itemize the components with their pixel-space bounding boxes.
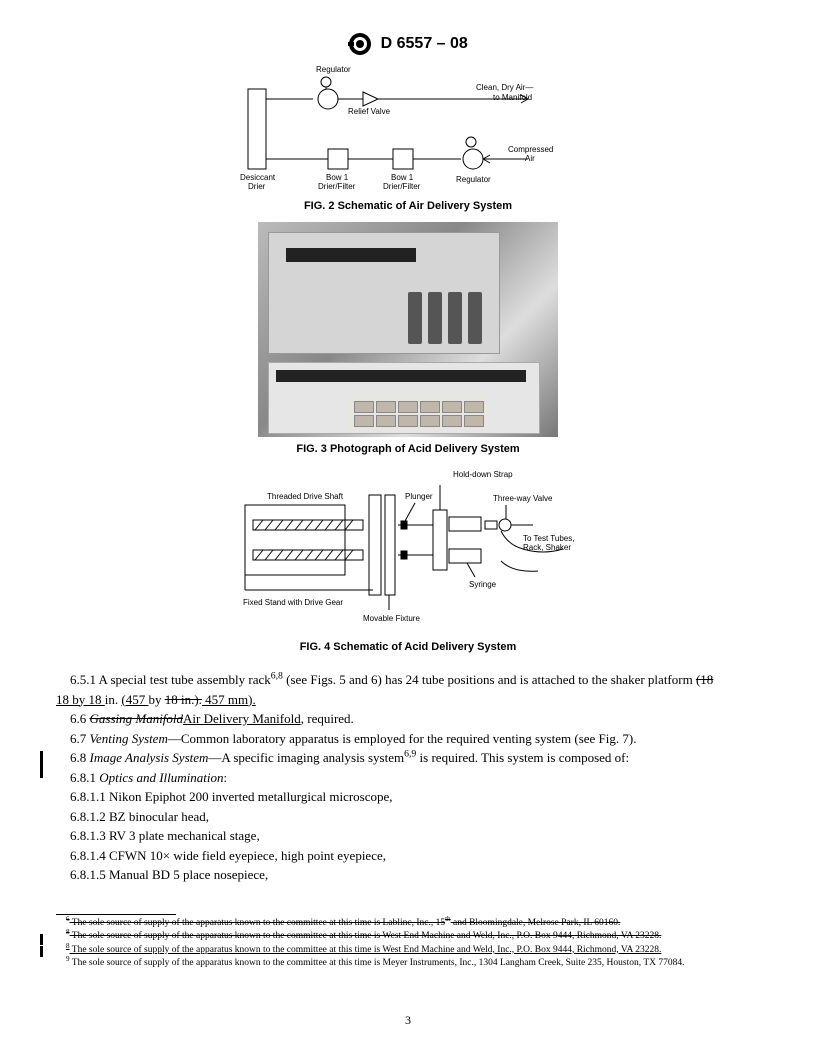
sup: 6,9 — [404, 749, 416, 760]
fig4-caption: FIG. 4 Schematic of Acid Delivery System — [0, 641, 816, 653]
label-drierfilter-a: Drier/Filter — [318, 182, 356, 191]
label-to-manifold: to Manifold — [493, 93, 532, 102]
acid-delivery-schematic-icon: Hold-down Strap Threaded Drive Shaft Plu… — [223, 465, 593, 635]
para-6.8.1: 6.8.1 Optics and Illumination: — [56, 769, 760, 787]
t: 6.7 — [70, 731, 90, 746]
em: Optics and Illumination — [99, 770, 223, 785]
t: The sole source of supply of the apparat… — [70, 945, 662, 955]
t: in. — [105, 692, 122, 707]
t: 457 mm). — [202, 692, 256, 707]
footnote-rule — [56, 914, 176, 915]
changebar-1 — [40, 751, 43, 778]
label-syringe: Syringe — [469, 580, 497, 589]
footnote-9: 9 The sole source of supply of the appar… — [56, 957, 760, 969]
t: and Bloomingdale, Melrose Park, IL 60160… — [451, 918, 621, 928]
air-delivery-schematic-icon: Regulator Relief Valve Clean, Dry Air— t… — [228, 64, 588, 194]
t: The sole source of supply of the apparat… — [70, 918, 446, 928]
strike: Gassing Manifold — [90, 711, 184, 726]
para-6.5.1: 6.5.1 A special test tube assembly rack6… — [56, 671, 760, 689]
label-desiccant: Desiccant — [240, 173, 276, 182]
changebar-3 — [40, 946, 43, 957]
label-drier: Drier — [248, 182, 266, 191]
label-bow1b: Bow 1 — [391, 173, 414, 182]
t: 6.8.1 — [70, 770, 99, 785]
em: Venting System — [90, 731, 168, 746]
astm-logo-icon — [348, 32, 372, 56]
label-threeway: Three-way Valve — [493, 494, 553, 503]
label-movable: Movable Fixture — [363, 614, 420, 623]
footnote-6: 6 The sole source of supply of the appar… — [56, 917, 760, 929]
body-text: 6.5.1 A special test tube assembly rack6… — [56, 671, 760, 884]
footnotes: 6 The sole source of supply of the appar… — [56, 914, 760, 969]
page-number: 3 — [0, 1013, 816, 1028]
t: 6.8 — [70, 750, 90, 765]
t: —Common laboratory apparatus is employed… — [168, 731, 637, 746]
t: Air Delivery Manifold — [183, 711, 301, 726]
t: : — [223, 770, 227, 785]
t: 18 by 18 — [56, 692, 105, 707]
figure-2: Regulator Relief Valve Clean, Dry Air— t… — [0, 64, 816, 212]
sup: 6,8 — [271, 671, 283, 682]
para-6.8: 6.8 Image Analysis System—A specific ima… — [56, 749, 760, 767]
label-bow1a: Bow 1 — [326, 173, 349, 182]
figure-4: Hold-down Strap Threaded Drive Shaft Plu… — [0, 465, 816, 653]
strike: (18 — [696, 672, 713, 687]
label-plunger: Plunger — [405, 492, 433, 501]
label-drierfilter-b: Drier/Filter — [383, 182, 421, 191]
fig2-caption: FIG. 2 Schematic of Air Delivery System — [0, 200, 816, 212]
label-to-tubes: To Test Tubes, — [523, 534, 574, 543]
footnote-8b: 8 The sole source of supply of the appar… — [56, 944, 760, 956]
para-6.7: 6.7 Venting System—Common laboratory app… — [56, 730, 760, 748]
t: 6.6 — [70, 711, 90, 726]
designation-number: D 6557 – 08 — [381, 35, 468, 52]
t: is required. This system is composed of: — [416, 750, 629, 765]
label-fixed-stand: Fixed Stand with Drive Gear — [243, 598, 343, 607]
label-regulator-bottom: Regulator — [456, 175, 491, 184]
page-header: D 6557 – 08 — [0, 0, 816, 56]
t: —A specific imaging analysis system — [208, 750, 404, 765]
label-clean-dry: Clean, Dry Air— — [476, 83, 533, 92]
em: Image Analysis System — [90, 750, 209, 765]
acid-delivery-photo — [258, 222, 558, 437]
t: The sole source of supply of the apparat… — [70, 958, 685, 968]
footnote-8a: 8 The sole source of supply of the appar… — [56, 930, 760, 942]
strike: 18 in.). — [165, 692, 202, 707]
label-threaded: Threaded Drive Shaft — [267, 492, 344, 501]
label-compressed: Compressed — [508, 145, 553, 154]
t: The sole source of supply of the apparat… — [70, 931, 662, 941]
t: by — [148, 692, 164, 707]
para-6.8.1.2: 6.8.1.2 BZ binocular head, — [56, 808, 760, 826]
fig3-caption: FIG. 3 Photograph of Acid Delivery Syste… — [0, 443, 816, 455]
t: (see Figs. 5 and 6) has 24 tube position… — [283, 672, 696, 687]
para-6.6: 6.6 Gassing ManifoldAir Delivery Manifol… — [56, 710, 760, 728]
t: 6.5.1 A special test tube assembly rack — [70, 672, 271, 687]
t: (457 — [121, 692, 148, 707]
label-hold-down: Hold-down Strap — [453, 470, 513, 479]
figure-3: FIG. 3 Photograph of Acid Delivery Syste… — [0, 222, 816, 455]
t: , required. — [301, 711, 354, 726]
para-6.8.1.3: 6.8.1.3 RV 3 plate mechanical stage, — [56, 827, 760, 845]
label-air: Air — [525, 154, 535, 163]
para-6.8.1.5: 6.8.1.5 Manual BD 5 place nosepiece, — [56, 866, 760, 884]
label-rack-shaker: Rack, Shaker — [523, 543, 571, 552]
para-6.8.1.1: 6.8.1.1 Nikon Epiphot 200 inverted metal… — [56, 788, 760, 806]
para-6.5.1-line2: 18 by 18 in. (457 by 18 in.). 457 mm). — [56, 691, 760, 709]
para-6.8.1.4: 6.8.1.4 CFWN 10× wide field eyepiece, hi… — [56, 847, 760, 865]
changebar-2 — [40, 934, 43, 945]
label-regulator-top: Regulator — [316, 65, 351, 74]
label-relief-valve: Relief Valve — [348, 107, 391, 116]
